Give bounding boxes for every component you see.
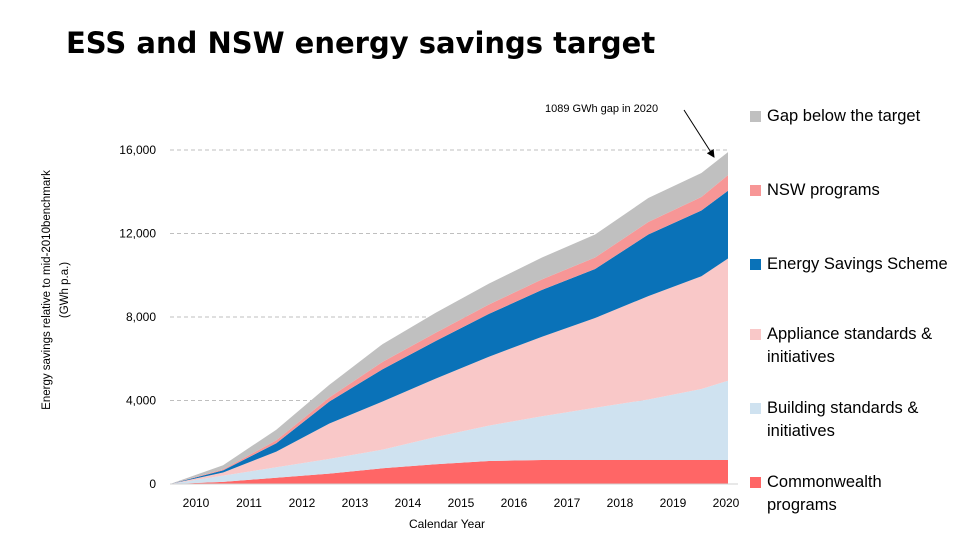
x-tick-label: 2011	[236, 496, 262, 510]
y-tick-label: 0	[149, 477, 156, 491]
legend-label: NSW programs	[767, 181, 880, 199]
area-series-gap-below-the-target	[170, 152, 728, 484]
x-tick-label: 2013	[342, 496, 369, 510]
x-tick-label: 2012	[289, 496, 316, 510]
x-tick-label: 2016	[501, 496, 528, 510]
legend-swatch	[750, 111, 761, 122]
area-series-nsw-programs	[170, 175, 728, 484]
x-tick-label: 2020	[713, 496, 740, 510]
x-axis-title: Calendar Year	[409, 517, 485, 531]
legend-item: NSW programs	[750, 179, 955, 202]
area-series-appliance-standards-initiatives	[170, 258, 728, 484]
legend-item: Energy Savings Scheme	[750, 253, 955, 276]
legend-item: Appliance standards & initiatives	[750, 323, 955, 369]
legend-item: Gap below the target	[750, 105, 955, 128]
legend-label: Appliance standards & initiatives	[767, 325, 933, 366]
area-series-commonwealth-programs	[170, 460, 728, 484]
y-tick-label: 8,000	[126, 310, 156, 324]
legend-label: Building standards & initiatives	[767, 399, 919, 440]
y-tick-label: 4,000	[126, 394, 156, 408]
x-tick-label: 2014	[395, 496, 422, 510]
x-tick-label: 2010	[183, 496, 210, 510]
gap-annotation-arrow	[683, 109, 715, 158]
legend-swatch	[750, 403, 761, 414]
legend-label: Energy Savings Scheme	[767, 255, 948, 273]
chart-title: ESS and NSW energy savings target	[66, 26, 656, 60]
x-tick-label: 2017	[554, 496, 581, 510]
y-axis-title: Energy savings relative to mid-2010bench…	[41, 170, 53, 410]
legend-swatch	[750, 185, 761, 196]
y-tick-label: 16,000	[119, 143, 156, 157]
x-tick-label: 2019	[660, 496, 687, 510]
area-series-energy-savings-scheme	[170, 190, 728, 484]
legend-item: Building standards & initiatives	[750, 397, 955, 443]
x-tick-label: 2018	[607, 496, 634, 510]
gap-annotation-label: 1089 GWh gap in 2020	[545, 103, 658, 115]
legend-label: Commonwealth programs	[767, 473, 882, 514]
y-tick-label: 12,000	[119, 227, 156, 241]
legend-label: Gap below the target	[767, 107, 921, 125]
area-series-building-standards-initiatives	[170, 380, 728, 484]
legend-swatch	[750, 259, 761, 270]
legend-swatch	[750, 329, 761, 340]
y-axis-unit: (GWh p.a.)	[59, 262, 71, 318]
x-tick-label: 2015	[448, 496, 475, 510]
legend-item: Commonwealth programs	[750, 471, 955, 517]
legend-swatch	[750, 477, 761, 488]
